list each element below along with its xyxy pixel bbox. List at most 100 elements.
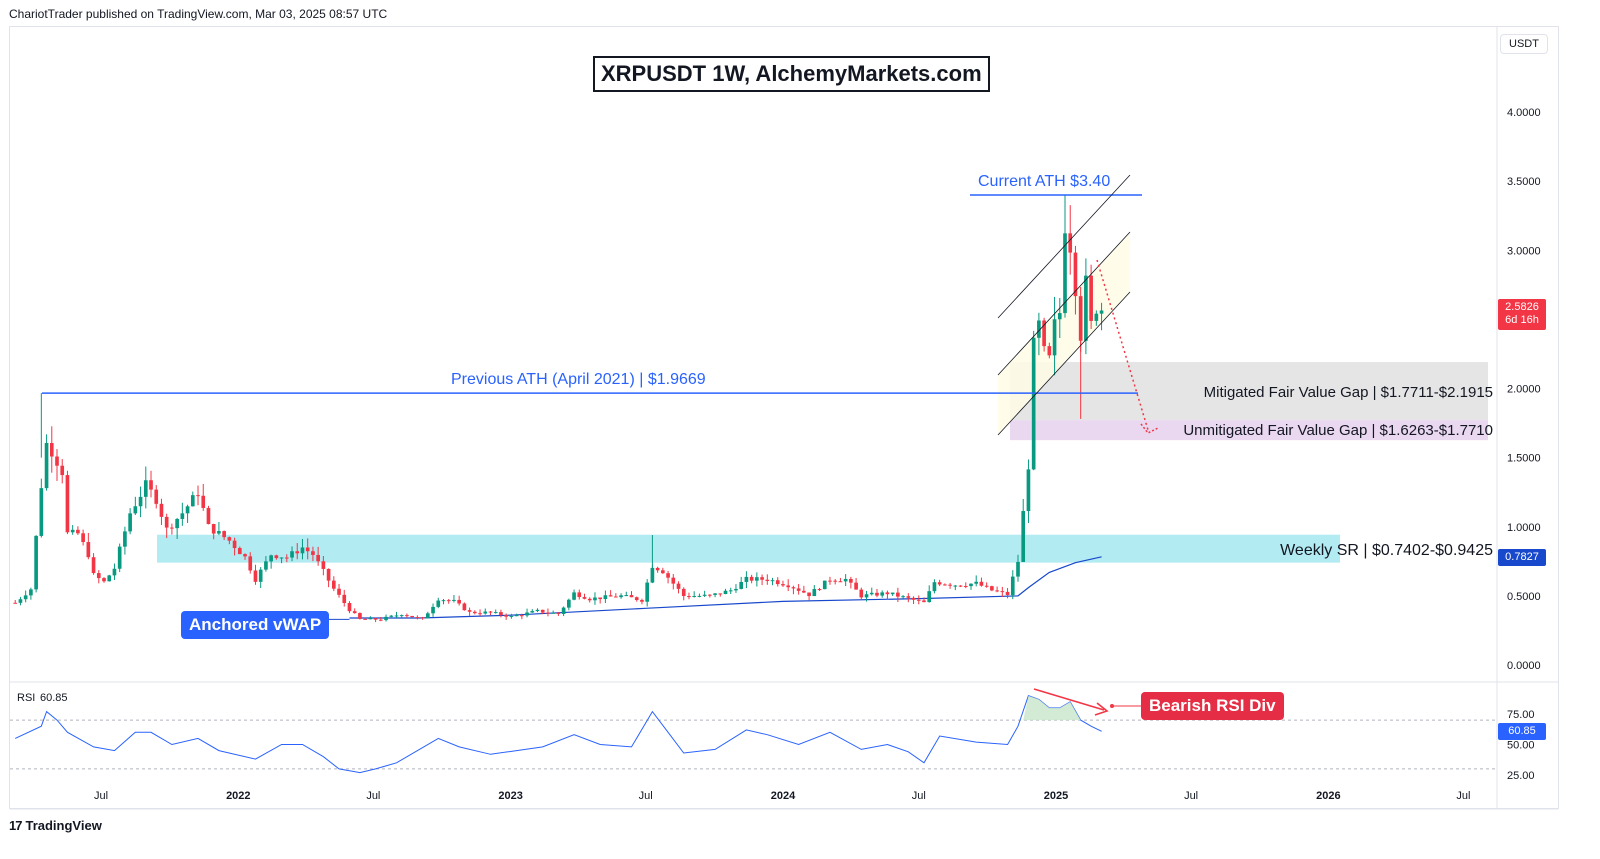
candle-body <box>744 576 749 582</box>
candle-body <box>1063 233 1067 314</box>
time-tick-label: 2025 <box>1044 790 1068 802</box>
candle-body <box>248 556 253 571</box>
candle-body <box>739 581 744 589</box>
channel-line-0 <box>997 174 1131 319</box>
candle-body <box>995 590 999 592</box>
candle-body <box>378 619 383 621</box>
candle-body <box>896 592 900 597</box>
candle-body <box>311 551 315 555</box>
time-tick-label: Jul <box>366 790 380 802</box>
candle-body <box>561 607 566 614</box>
candle-body <box>13 602 18 604</box>
time-tick-label: Jul <box>639 790 653 802</box>
candle-body <box>718 593 723 595</box>
candle-body <box>859 589 864 598</box>
time-tick-label: 2023 <box>498 790 522 802</box>
candle-body <box>65 475 70 533</box>
candle-body <box>175 518 179 529</box>
candle-body <box>1026 469 1031 512</box>
candle-body <box>577 592 582 598</box>
candle-body <box>723 590 728 595</box>
candle-body <box>133 506 138 514</box>
candle-body <box>520 615 524 617</box>
candle-body <box>436 600 441 607</box>
anchored-vwap-line <box>349 556 1102 619</box>
candle-body <box>337 588 341 595</box>
candle-body <box>629 595 634 598</box>
candle-body <box>472 611 477 614</box>
candle-body <box>650 567 655 583</box>
candle-body <box>483 611 488 614</box>
candle-body <box>154 489 159 504</box>
channel-line-2 <box>997 291 1131 436</box>
candle-body <box>692 596 697 598</box>
candle-body <box>634 597 639 600</box>
candle-body <box>640 599 644 602</box>
candle-body <box>415 617 420 619</box>
candle-body <box>587 598 592 601</box>
tradingview-logo-text: TradingView <box>25 818 102 833</box>
candle-body <box>149 480 153 490</box>
rsi-line <box>14 695 1102 774</box>
candle-body <box>1089 275 1093 321</box>
candle-body <box>180 513 185 519</box>
candle-body <box>890 592 895 595</box>
rsi-legend-name: RSI <box>17 692 35 704</box>
candle-body <box>1047 346 1052 356</box>
candle-body <box>86 542 91 558</box>
unmitigated-fvg-zone <box>1010 420 1488 441</box>
candle-body <box>984 585 989 587</box>
price-tick-label: 0.5000 <box>1507 591 1541 603</box>
candle-body <box>608 595 613 597</box>
candle-body <box>159 503 164 517</box>
candle-body <box>681 588 686 597</box>
candle-body <box>467 610 472 612</box>
candle-body <box>1057 313 1062 320</box>
candle-body <box>243 554 247 557</box>
currency-label[interactable]: USDT <box>1500 34 1548 54</box>
candle-body <box>222 531 226 538</box>
candle-body <box>279 557 284 559</box>
candle-body <box>143 480 148 497</box>
candle-body <box>655 567 660 571</box>
candle-body <box>838 581 843 583</box>
candle-body <box>953 585 958 587</box>
candle-body <box>1078 296 1083 341</box>
candle-body <box>446 600 451 602</box>
time-tick-label: Jul <box>912 790 926 802</box>
candle-body <box>974 581 979 584</box>
candle-body <box>509 615 514 617</box>
candle-body <box>556 612 561 614</box>
candle-body <box>916 599 921 601</box>
candle-body <box>34 535 38 590</box>
previous-ath-annotation: Previous ATH (April 2021) | $1.9669 <box>451 371 706 388</box>
tradingview-logo[interactable]: 17 TradingView <box>9 818 102 833</box>
candle-body <box>1010 576 1015 596</box>
candle-body <box>217 531 221 534</box>
publisher-line: ChariotTrader published on TradingView.c… <box>9 7 388 21</box>
candle-body <box>676 583 681 589</box>
candle-body <box>598 597 603 600</box>
candle-body <box>425 613 430 619</box>
candle-body <box>493 612 498 614</box>
chart-title: XRPUSDT 1W, AlchemyMarkets.com <box>593 56 990 92</box>
candle-body <box>331 580 336 589</box>
rsi-legend-value: 60.85 <box>40 692 68 704</box>
candle-body <box>300 547 305 554</box>
candle-body <box>117 546 122 569</box>
channel-fill <box>998 232 1130 435</box>
rsi-div-dot <box>1110 704 1114 708</box>
candle-body <box>342 594 347 603</box>
candle-body <box>274 555 279 559</box>
candle-body <box>196 495 200 497</box>
candle-body <box>755 577 759 581</box>
candle-body <box>770 580 775 582</box>
last-price-value: 2.5826 <box>1505 301 1539 313</box>
candle-body <box>269 555 273 562</box>
candle-body <box>979 581 984 586</box>
candle-body <box>948 584 952 586</box>
candle-body <box>128 513 132 532</box>
candle-body <box>593 597 597 601</box>
candle-body <box>190 495 195 507</box>
